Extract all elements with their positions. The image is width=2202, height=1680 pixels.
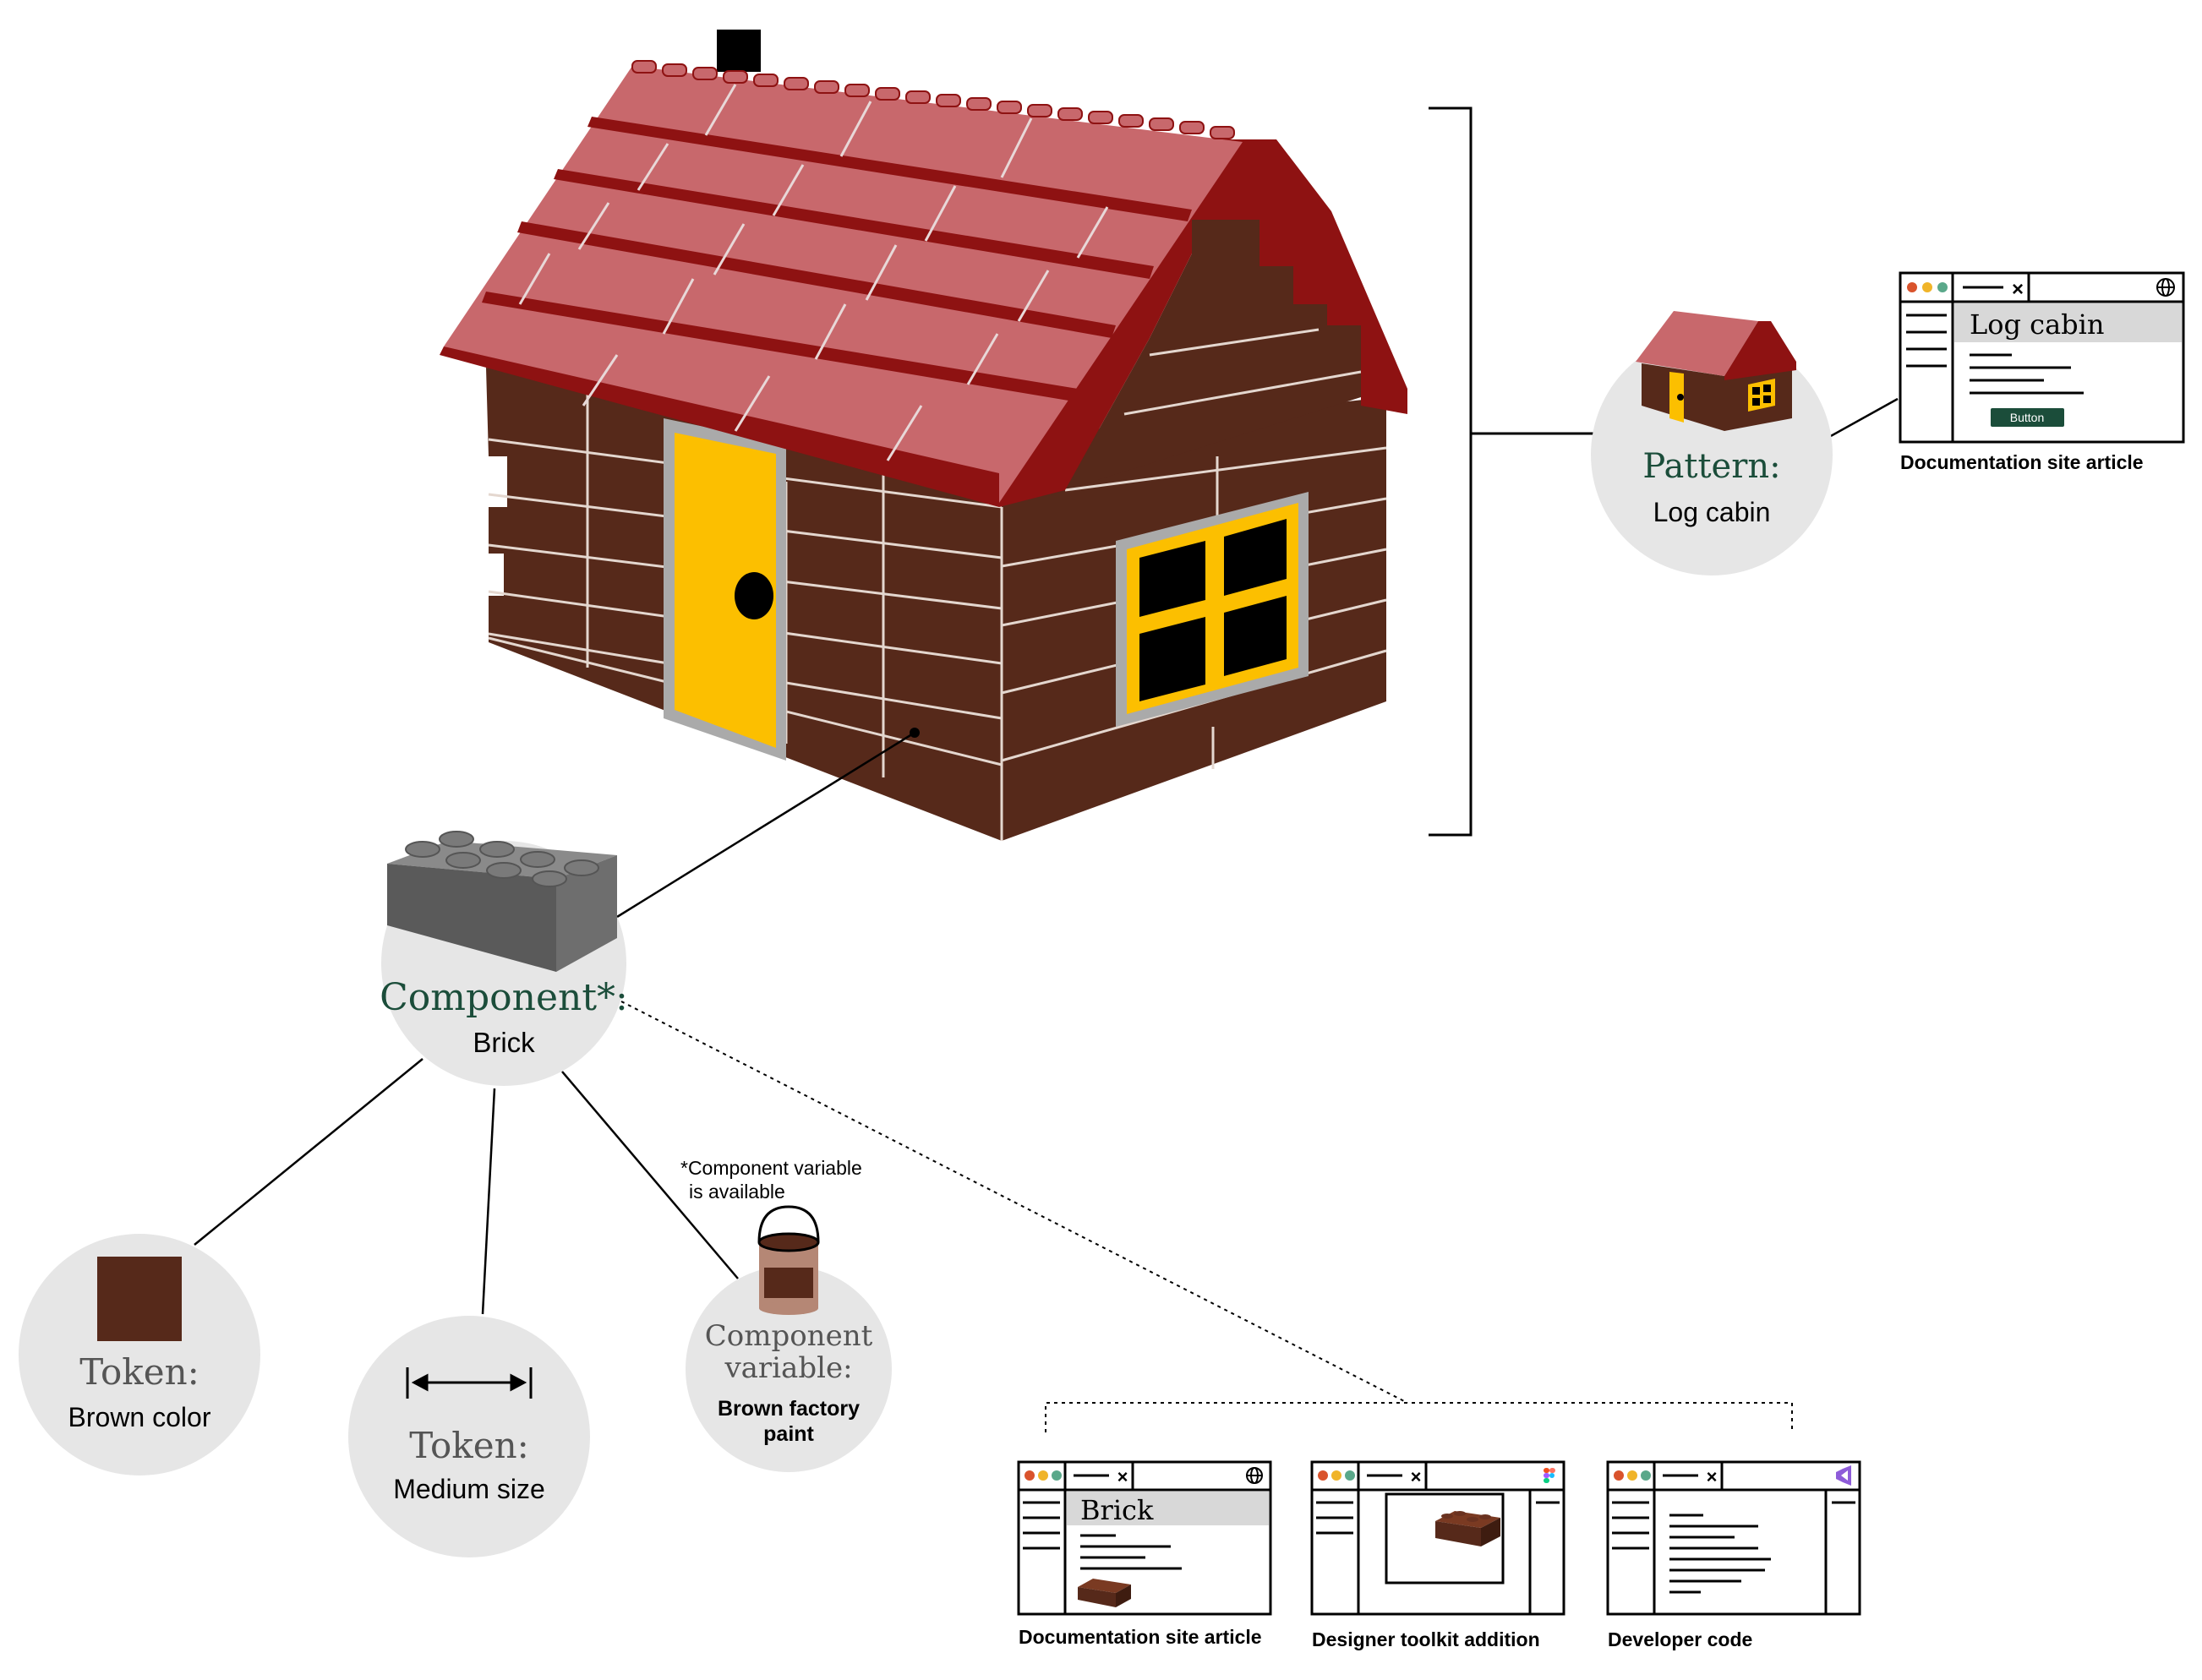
window-dot-red <box>1614 1470 1624 1481</box>
window-dot-green <box>1052 1470 1062 1481</box>
log-cabin-illustration <box>440 30 1407 841</box>
output-doc-window: × Brick <box>1017 1460 1272 1616</box>
pattern-doc-title: Log cabin <box>1970 308 2105 341</box>
window-dot-yellow <box>1038 1470 1048 1481</box>
canvas-brown-brick-icon <box>1435 1511 1500 1546</box>
component-variable-node: Component variable: Brown factory paint <box>686 1205 892 1472</box>
token-size-node: Token: Medium size <box>348 1316 590 1557</box>
connector-house-to-brick <box>616 731 915 919</box>
doc-button <box>1991 408 2064 427</box>
variable-heading-line1: Component <box>705 1319 873 1353</box>
window-dot-yellow <box>1331 1470 1341 1481</box>
doc-button-label: Button <box>2010 411 2044 424</box>
output-doc-title: Brick <box>1080 1494 1154 1526</box>
doc-content-lines <box>1970 353 2084 395</box>
outputs-dotted-bracket <box>1045 1402 1793 1432</box>
pattern-node: Pattern: Log cabin <box>1591 311 1833 575</box>
mini-cabin-icon <box>1636 311 1796 431</box>
component-name: Brick <box>473 1027 535 1058</box>
window-dot-green <box>1641 1470 1651 1481</box>
close-icon: × <box>2012 278 2024 301</box>
pattern-name: Log cabin <box>1653 497 1771 527</box>
window-dot-red <box>1025 1470 1035 1481</box>
globe-icon <box>1246 1467 1263 1484</box>
roof-ridges <box>440 117 1192 507</box>
output-toolkit-window: × <box>1310 1460 1565 1616</box>
token-size-name: Medium size <box>393 1474 545 1504</box>
connector-pattern-to-doc <box>1821 397 1899 443</box>
close-icon: × <box>1117 1466 1128 1487</box>
visual-studio-icon <box>1836 1465 1851 1486</box>
close-icon: × <box>1411 1466 1422 1487</box>
component-heading: Component*: <box>380 976 628 1019</box>
cabin-door <box>675 433 776 748</box>
variable-name-line2: paint <box>763 1422 814 1446</box>
variable-name-line1: Brown factory <box>718 1397 860 1421</box>
paint-can-icon <box>757 1205 820 1315</box>
connector-brick-to-outputs <box>620 1001 1408 1404</box>
token-color-name: Brown color <box>68 1402 211 1432</box>
window-dot-green <box>1937 282 1948 292</box>
token-color-circle <box>19 1234 260 1475</box>
output-doc-caption: Documentation site article <box>1019 1626 1262 1648</box>
window-dot-yellow <box>1922 282 1932 292</box>
door-knob <box>735 572 773 619</box>
component-variable-circle <box>686 1266 892 1472</box>
globe-icon <box>2156 278 2175 297</box>
token-size-heading: Token: <box>409 1425 529 1466</box>
doc-title-bar <box>1067 1492 1269 1525</box>
window-dot-red <box>1318 1470 1328 1481</box>
brown-color-swatch <box>97 1257 182 1341</box>
token-color-heading: Token: <box>79 1351 199 1393</box>
roof-studs <box>631 60 1235 139</box>
code-lines <box>1669 1514 1771 1594</box>
sidebar-lines <box>1906 314 1947 368</box>
chimney <box>717 30 761 72</box>
connector-brick-to-token-size <box>481 1088 496 1315</box>
roof-seams <box>518 84 1109 461</box>
roof-dark-edge <box>999 139 1407 507</box>
gray-brick-icon <box>387 831 617 972</box>
cabin-gable <box>1065 220 1361 490</box>
output-toolkit-caption: Designer toolkit addition <box>1312 1628 1540 1650</box>
variable-heading-line2: variable: <box>724 1351 852 1385</box>
connector-dot <box>910 728 920 738</box>
variable-note-line1: *Component variable <box>680 1157 862 1179</box>
connector-brick-to-token-color <box>194 1058 423 1246</box>
component-node: Component*: Brick <box>380 831 628 1086</box>
window-dot-red <box>1907 282 1917 292</box>
mini-brown-brick-icon <box>1078 1579 1131 1607</box>
connector-brick-to-variable <box>561 1071 739 1279</box>
close-icon: × <box>1707 1466 1718 1487</box>
doc-title-bar <box>1954 303 2182 342</box>
token-color-node: Token: Brown color <box>19 1234 260 1475</box>
window-dot-green <box>1345 1470 1355 1481</box>
cabin-window-panes <box>1139 519 1287 701</box>
size-arrow-icon <box>406 1367 533 1399</box>
figma-icon <box>1544 1468 1555 1483</box>
pattern-doc-window: × Log cabin Button <box>1899 271 2185 444</box>
variable-note-line2: is available <box>689 1181 785 1203</box>
window-dot-yellow <box>1627 1470 1637 1481</box>
pattern-heading: Pattern: <box>1642 447 1780 486</box>
output-code-caption: Developer code <box>1608 1628 1752 1650</box>
output-code-window: × <box>1606 1460 1861 1616</box>
pattern-doc-caption: Documentation site article <box>1900 451 2144 473</box>
